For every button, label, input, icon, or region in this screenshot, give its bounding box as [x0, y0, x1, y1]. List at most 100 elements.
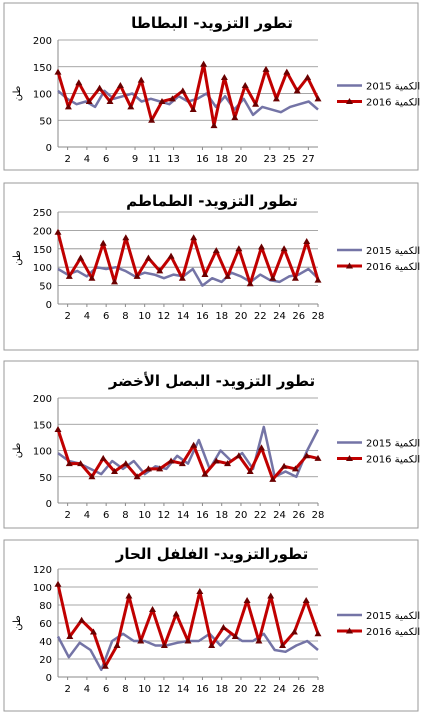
- legend-label: الكمية 2015: [366, 246, 420, 257]
- data-point-marker: [210, 122, 218, 129]
- data-point-marker: [148, 116, 156, 123]
- y-tick-label: 100: [33, 447, 52, 458]
- x-tick-label: 2: [64, 154, 70, 165]
- x-tick-label: 20: [235, 311, 248, 322]
- data-point-marker: [167, 252, 175, 259]
- chart-title: تطور التزويد- البصل الأخضر: [108, 372, 315, 390]
- data-point-marker: [280, 462, 288, 469]
- data-point-marker: [106, 98, 114, 105]
- legend-label: الكمية 2016: [366, 627, 420, 638]
- data-point-marker: [255, 637, 263, 644]
- y-tick-label: 50: [39, 473, 52, 484]
- x-tick-label: 4: [84, 510, 90, 521]
- data-point-marker: [149, 606, 157, 612]
- data-point-marker: [113, 642, 121, 648]
- y-tick-label: 0: [46, 673, 52, 684]
- x-tick-label: 6: [103, 154, 109, 165]
- y-tick-label: 100: [33, 263, 52, 274]
- legend-label: الكمية 2015: [366, 82, 420, 93]
- data-point-marker: [89, 628, 97, 635]
- data-point-marker: [212, 247, 220, 254]
- data-point-marker: [54, 426, 62, 432]
- data-point-marker: [156, 465, 164, 472]
- data-point-marker: [257, 243, 265, 250]
- data-point-marker: [220, 73, 228, 80]
- y-tick-label: 150: [33, 420, 52, 431]
- data-point-marker: [77, 460, 85, 467]
- data-point-marker: [235, 452, 243, 459]
- x-tick-label: 28: [312, 684, 325, 695]
- x-tick-label: 28: [312, 510, 325, 521]
- data-point-marker: [231, 633, 239, 639]
- data-point-marker: [178, 460, 186, 467]
- x-tick-label: 6: [103, 311, 109, 322]
- legend-label: الكمية 2016: [366, 98, 420, 109]
- x-tick-label: 22: [254, 311, 267, 322]
- legend-marker: [346, 627, 353, 634]
- x-tick-label: 18: [215, 311, 228, 322]
- x-tick-label: 20: [235, 684, 248, 695]
- data-point-marker: [179, 87, 187, 94]
- y-tick-label: 50: [39, 282, 52, 293]
- chart-frame: [3, 539, 419, 712]
- x-tick-label: 4: [84, 154, 90, 165]
- x-tick-label: 25: [283, 154, 296, 165]
- data-point-marker: [96, 84, 104, 91]
- data-point-marker: [293, 87, 301, 94]
- data-point-marker: [314, 454, 322, 461]
- x-tick-label: 16: [196, 510, 209, 521]
- data-point-marker: [279, 642, 287, 648]
- x-tick-label: 8: [122, 510, 128, 521]
- legend-label: الكمية 2016: [366, 455, 420, 466]
- data-point-marker: [231, 114, 239, 121]
- y-tick-label: 150: [33, 63, 52, 74]
- data-point-marker: [77, 254, 85, 261]
- x-tick-label: 13: [167, 154, 180, 165]
- data-point-marker: [208, 642, 216, 648]
- x-tick-label: 28: [312, 311, 325, 322]
- x-tick-label: 14: [177, 684, 190, 695]
- data-point-marker: [212, 457, 220, 464]
- x-tick-label: 14: [177, 311, 190, 322]
- x-tick-label: 8: [122, 684, 128, 695]
- x-tick-label: 10: [138, 311, 151, 322]
- chart-3: تطور التزويد- البصل الأخضر 0 50 100 150 200 طن…: [3, 360, 420, 529]
- x-tick-label: 2: [64, 510, 70, 521]
- x-tick-label: 22: [254, 510, 267, 521]
- data-point-marker: [122, 460, 130, 467]
- data-point-marker: [172, 610, 180, 617]
- data-point-marker: [291, 274, 299, 281]
- data-point-marker: [85, 98, 93, 105]
- data-point-marker: [167, 457, 175, 464]
- x-tick-label: 6: [103, 684, 109, 695]
- data-point-marker: [224, 460, 232, 467]
- x-tick-label: 24: [273, 311, 286, 322]
- data-point-marker: [144, 465, 152, 472]
- y-tick-label: 60: [39, 619, 52, 630]
- y-tick-label: 50: [39, 116, 52, 127]
- data-point-marker: [219, 624, 227, 630]
- data-point-marker: [243, 597, 251, 603]
- x-tick-label: 2: [64, 311, 70, 322]
- data-point-marker: [246, 468, 254, 474]
- data-point-marker: [160, 642, 168, 648]
- data-point-marker: [137, 637, 145, 644]
- data-point-marker: [137, 76, 145, 83]
- x-tick-label: 16: [196, 684, 209, 695]
- y-tick-label: 0: [46, 499, 52, 510]
- y-tick-label: 200: [33, 226, 52, 237]
- x-tick-label: 12: [158, 311, 171, 322]
- data-point-marker: [290, 628, 298, 635]
- data-point-marker: [262, 65, 270, 72]
- data-point-marker: [133, 473, 141, 480]
- y-tick-label: 200: [33, 36, 52, 47]
- y-tick-label: 120: [33, 565, 52, 576]
- data-point-marker: [190, 441, 198, 448]
- y-tick-label: 0: [46, 143, 52, 154]
- x-tick-label: 16: [196, 311, 209, 322]
- y-tick-label: 150: [33, 245, 52, 256]
- data-point-marker: [269, 274, 277, 281]
- x-tick-label: 9: [132, 154, 138, 165]
